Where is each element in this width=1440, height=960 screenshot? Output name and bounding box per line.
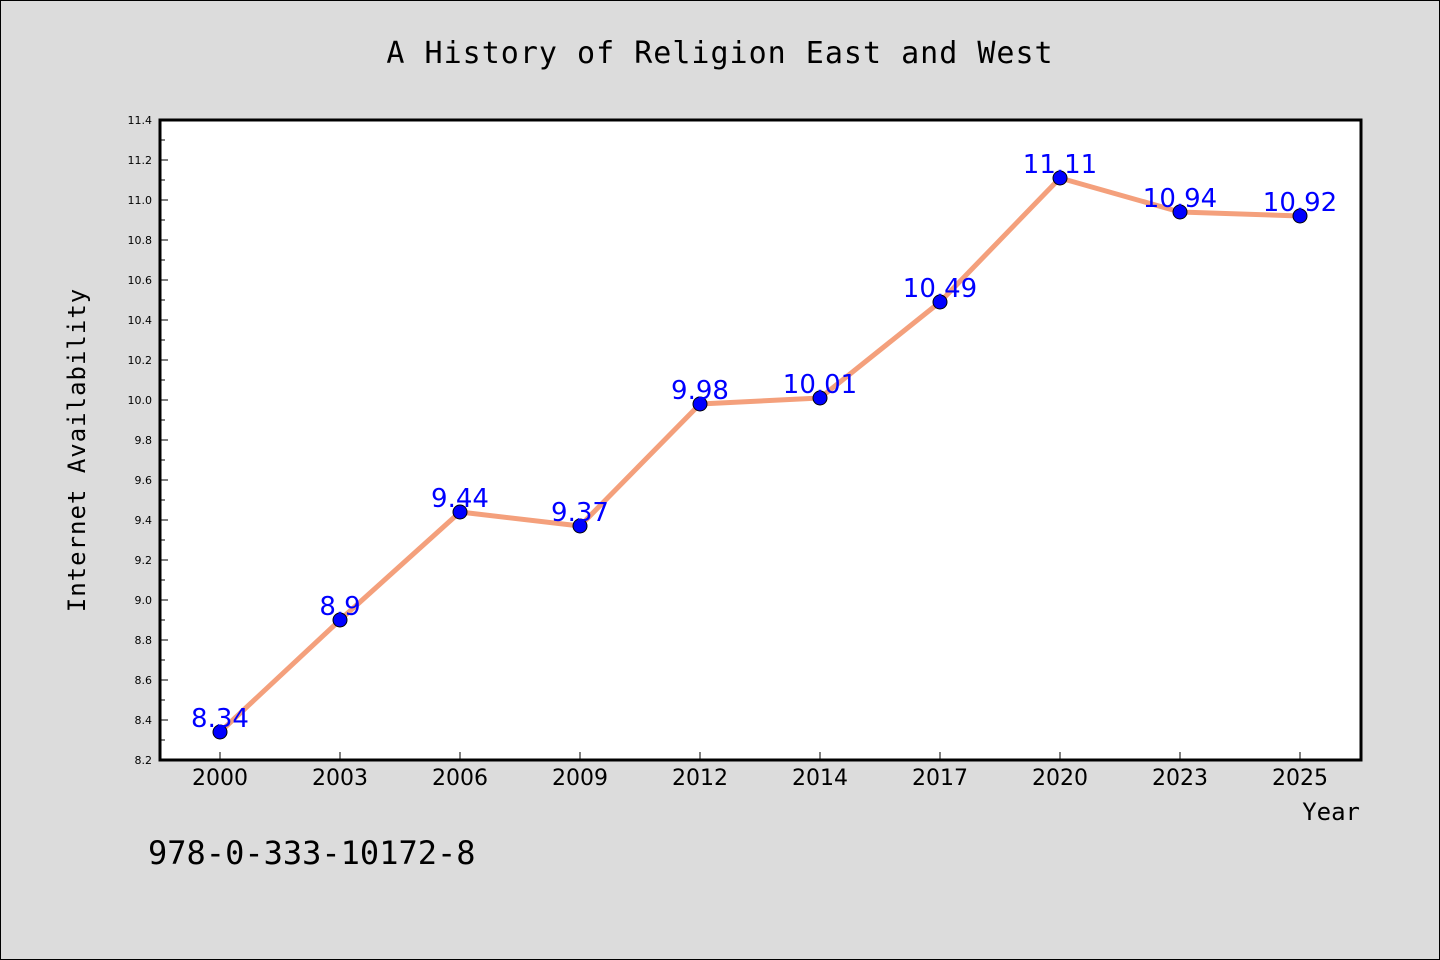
y-tick-label: 8.4 — [135, 714, 153, 727]
y-axis-label: Internet Availability — [63, 288, 91, 612]
y-tick-label: 9.8 — [135, 434, 153, 447]
x-tick-label: 2014 — [792, 766, 848, 791]
y-tick-label: 11.4 — [128, 114, 153, 127]
series-line-group — [212, 170, 1308, 740]
y-tick-label: 10.6 — [128, 274, 153, 287]
data-label: 10.92 — [1263, 188, 1337, 218]
data-point — [1292, 208, 1308, 224]
series-line — [217, 175, 1303, 735]
y-tick-label: 9.6 — [135, 474, 153, 487]
x-tick-label: 2017 — [912, 766, 968, 791]
y-tick-label: 10.2 — [128, 354, 153, 367]
data-point — [212, 724, 228, 740]
data-point — [572, 518, 588, 534]
x-tick-label: 2025 — [1272, 766, 1328, 791]
y-tick-label: 11.2 — [128, 154, 153, 167]
x-tick-label: 2009 — [552, 766, 608, 791]
data-point — [692, 396, 708, 412]
data-label: 9.98 — [671, 376, 729, 406]
data-point — [932, 294, 948, 310]
plot-area — [158, 118, 1363, 762]
data-point — [812, 390, 828, 406]
data-label: 10.49 — [903, 274, 977, 304]
data-label: 8.34 — [191, 704, 249, 734]
data-label: 9.37 — [551, 498, 609, 528]
data-point — [1052, 170, 1068, 186]
data-point — [452, 504, 468, 520]
x-tick-label: 2000 — [192, 766, 248, 791]
chart-title: A History of Religion East and West — [386, 36, 1053, 71]
y-tick-label: 8.8 — [135, 634, 153, 647]
y-tick-label: 9.4 — [135, 514, 153, 527]
x-tick-label: 2003 — [312, 766, 368, 791]
x-axis-label: Year — [1302, 798, 1360, 826]
data-label: 10.94 — [1143, 184, 1217, 214]
y-tick-label: 10.4 — [128, 314, 153, 327]
y-tick-label: 9.2 — [135, 554, 153, 567]
data-point — [1172, 204, 1188, 220]
data-label: 8.9 — [319, 592, 360, 622]
y-axis: 8.2 8.4 8.6 8.8 9.0 9.2 9.4 9.6 9.8 10.0 10.2 10.4 1… — [128, 114, 168, 767]
x-axis: 2000 2003 2006 2009 2012 2014 2017 2020 2023 2025 — [192, 752, 1328, 791]
x-tick-label: 2006 — [432, 766, 488, 791]
data-point — [332, 612, 348, 628]
x-tick-label: 2023 — [1152, 766, 1208, 791]
y-tick-label: 10.8 — [128, 234, 153, 247]
y-tick-label: 8.6 — [135, 674, 153, 687]
x-tick-label: 2020 — [1032, 766, 1088, 791]
y-tick-label: 10.0 — [128, 394, 153, 407]
y-tick-label: 8.2 — [135, 754, 153, 767]
data-label: 9.44 — [431, 484, 489, 514]
y-tick-label: 9.0 — [135, 594, 153, 607]
y-tick-label: 11.0 — [128, 194, 153, 207]
data-label: 10.01 — [783, 370, 857, 400]
data-label: 11.11 — [1023, 150, 1097, 180]
isbn-annotation: 978-0-333-10172-8 — [148, 834, 476, 872]
data-label-group: 8.34 8.9 9.44 9.37 9.98 10.01 10.49 11.11 10.94 1… — [191, 150, 1337, 734]
x-tick-label: 2012 — [672, 766, 728, 791]
